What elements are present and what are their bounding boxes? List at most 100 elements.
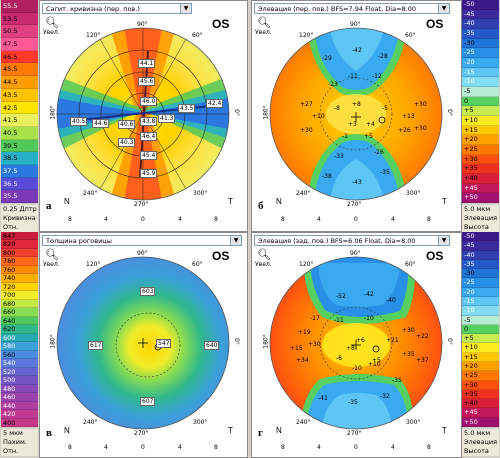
scale-cell: 40.5: [1, 126, 38, 140]
zoom-label[interactable]: Увел.: [43, 261, 60, 268]
zoom-label[interactable]: Увел.: [43, 29, 60, 36]
map-value: 46.4: [140, 132, 158, 141]
scale-cell: 43.5: [1, 88, 38, 102]
scale-cell: 780: [1, 257, 38, 266]
map-value: -1: [342, 133, 348, 140]
scale-mode[interactable]: Высота: [462, 223, 499, 232]
scale-unit: 5 мкм: [1, 429, 38, 438]
chevron-down-icon[interactable]: ▼: [230, 236, 241, 245]
scale-cell: -30: [462, 38, 499, 49]
map-value: -38: [322, 173, 332, 180]
zoom-label[interactable]: Увел.: [255, 261, 272, 268]
scale-cell: +10: [462, 343, 499, 353]
axis-180: 180°: [49, 105, 57, 120]
scale-mode[interactable]: Отн.: [1, 447, 38, 456]
map-panel-anterior-elevation: Элевация (пер. пов.) BFS=7.94 Float, Dia…: [251, 0, 462, 232]
scale-cell: 640: [1, 316, 38, 326]
map-value: +5: [364, 133, 373, 140]
scale-cell: 560: [1, 350, 38, 360]
zoom-icon[interactable]: 🔍︎: [45, 249, 59, 261]
zoom-icon[interactable]: 🔍︎: [45, 17, 59, 29]
scale-mode[interactable]: Высота: [462, 447, 499, 456]
map-value: +30: [402, 327, 415, 334]
scale-mode[interactable]: Отн.: [1, 223, 38, 232]
map-value: -11: [334, 317, 344, 324]
map-value: 45.6: [138, 77, 156, 86]
map-value: -42: [364, 291, 374, 298]
scale-cell: 847: [1, 232, 38, 241]
temporal-label: T: [228, 426, 233, 435]
map-value: 603: [140, 287, 156, 296]
scale-cell: -5: [462, 315, 499, 325]
map-value: +5: [372, 357, 381, 364]
scale-cell: -25: [462, 278, 499, 288]
scale-cell: 460: [1, 393, 38, 402]
map-type-select[interactable]: Элевация (зад. пов.) BFS=6.06 Float, Dia…: [254, 235, 450, 246]
axis-0: 0°: [445, 338, 453, 345]
zoom-label[interactable]: Увел.: [255, 29, 272, 36]
zoom-icon[interactable]: 🔍︎: [257, 17, 271, 29]
scale-cell: 500: [1, 376, 38, 385]
elevation-map: [269, 27, 443, 201]
tick-4l: 4: [317, 444, 321, 451]
scale-cell: +25: [462, 371, 499, 381]
scale-cell: 740: [1, 274, 38, 283]
tick-8l: 8: [281, 216, 285, 223]
axis-300: 300°: [406, 419, 421, 426]
map-type-select[interactable]: Толщина роговицы ▼: [42, 235, 242, 246]
zoom-icon[interactable]: 🔍︎: [257, 249, 271, 261]
curvature-scale: 55.5 53.5 50.5 47.5 46.5 45.5 44.5 43.5 42.5 41.5…: [1, 0, 38, 232]
temporal-label: T: [442, 426, 447, 435]
eye-label: OS: [426, 249, 444, 263]
map-value: -10: [352, 365, 362, 372]
map-type-select[interactable]: Сагит. кривизна (пер. пов.) ▼: [42, 3, 192, 14]
scale-cell: 42.5: [1, 101, 38, 115]
map-value: 44.6: [92, 119, 110, 128]
panel-letter: в: [46, 427, 52, 439]
axis-240: 240°: [296, 190, 311, 197]
axis-270: 270°: [134, 430, 149, 437]
select-value: Элевация (пер. пов.) BFS=7.94 Float, Dia…: [258, 5, 416, 13]
scale-cell: +20: [462, 362, 499, 372]
scale-label: Кривизна: [1, 214, 38, 223]
map-value: 40.5: [70, 117, 88, 126]
map-value: -8: [334, 105, 340, 112]
map-value: +30: [308, 341, 321, 348]
scale-unit: 5.0 мкм: [462, 205, 499, 214]
map-value: -42: [352, 47, 362, 54]
scale-cell: -50: [462, 0, 499, 10]
map-value: +15: [290, 345, 303, 352]
map-value: 44.1: [138, 59, 156, 68]
scale-cell: 600: [1, 333, 38, 343]
scale-cell: -20: [462, 58, 499, 68]
axis-300: 300°: [193, 419, 208, 426]
temporal-label: T: [228, 197, 233, 206]
map-value: -11: [348, 73, 358, 80]
scale-cell: 760: [1, 265, 38, 275]
scale-cell: 580: [1, 342, 38, 351]
chevron-down-icon[interactable]: ▼: [438, 4, 449, 13]
tick-4l: 4: [104, 216, 108, 223]
map-value: 607: [140, 397, 156, 406]
chevron-down-icon[interactable]: ▼: [180, 4, 191, 13]
map-value: +37: [416, 357, 429, 364]
axis-180: 180°: [49, 334, 57, 349]
select-value: Сагит. кривизна (пер. пов.): [46, 5, 140, 13]
scale-cell: -30: [462, 269, 499, 279]
axis-90: 90°: [350, 21, 361, 28]
nasal-label: N: [64, 426, 70, 435]
scale-cell: +5: [462, 334, 499, 344]
tick-4r: 4: [391, 216, 395, 223]
scale-cell: -35: [462, 29, 499, 39]
scale-cell: +45: [462, 408, 499, 418]
map-value: 41.3: [158, 114, 176, 123]
map-type-select[interactable]: Элевация (пер. пов.) BFS=7.94 Float, Dia…: [254, 3, 450, 14]
scale-cell: +30: [462, 154, 499, 165]
scale-cell: 480: [1, 384, 38, 394]
map-value: +13: [402, 113, 415, 120]
scale-cell: +15: [462, 352, 499, 362]
eye-label: OS: [212, 17, 230, 31]
chevron-down-icon[interactable]: ▼: [438, 236, 449, 245]
tick-0: 0: [354, 444, 358, 451]
scale-cell: 680: [1, 299, 38, 309]
